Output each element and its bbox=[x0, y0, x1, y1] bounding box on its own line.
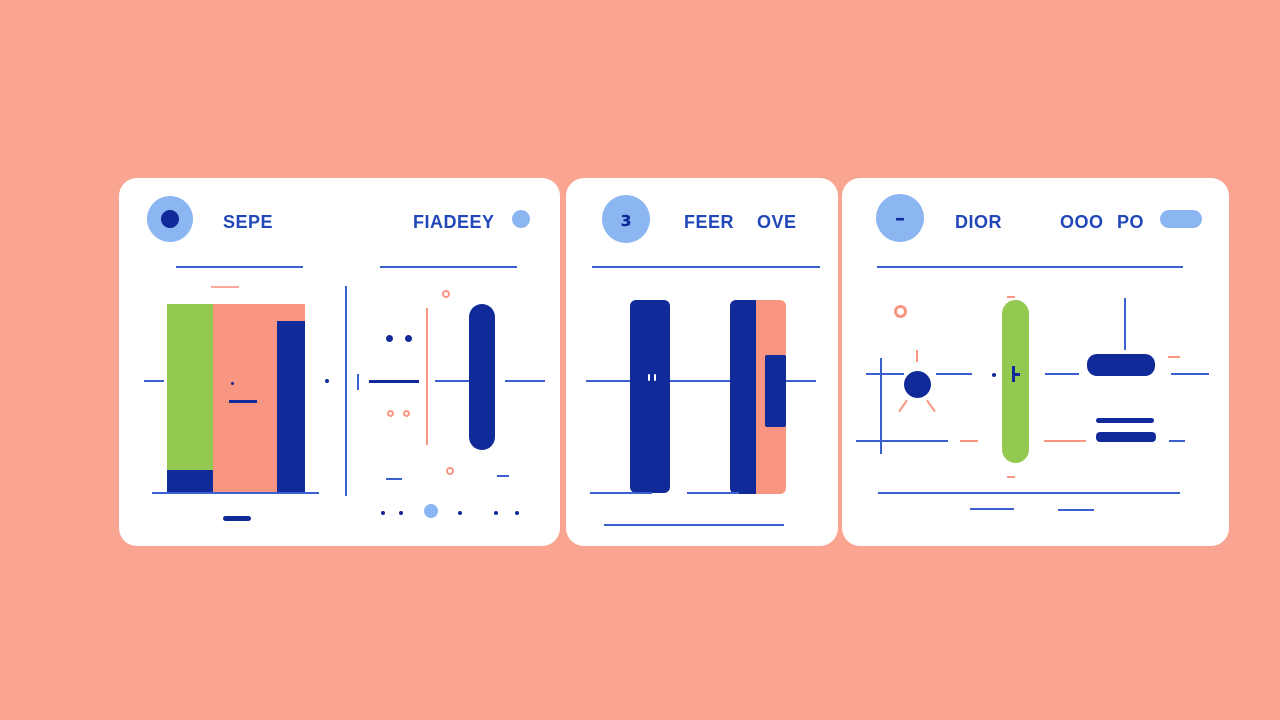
axis-tick bbox=[936, 373, 972, 375]
outline-point bbox=[446, 467, 454, 475]
candle-bar bbox=[469, 304, 495, 450]
axis-line bbox=[880, 358, 882, 454]
card-label-1: DIOR bbox=[955, 212, 1002, 232]
ray bbox=[926, 399, 936, 413]
tick bbox=[1168, 356, 1180, 358]
dot-icon bbox=[161, 210, 179, 228]
ray bbox=[916, 350, 918, 362]
bar-navy bbox=[277, 321, 305, 493]
bar-mark bbox=[1012, 373, 1020, 376]
tick bbox=[1007, 296, 1015, 298]
divider bbox=[176, 266, 303, 268]
avatar[interactable]: – bbox=[876, 194, 924, 242]
axis-line bbox=[586, 380, 816, 382]
axis-line bbox=[1124, 298, 1126, 350]
card-label-3: PO bbox=[1117, 212, 1145, 232]
card-label-2: FIADEEY bbox=[413, 212, 495, 232]
bar-green bbox=[167, 304, 213, 470]
bar-tick bbox=[211, 286, 239, 288]
card-2: ɜ FEER OVE bbox=[566, 178, 838, 546]
footer-line bbox=[970, 508, 1014, 510]
tick bbox=[386, 478, 402, 480]
axis-tick bbox=[505, 380, 545, 382]
baseline bbox=[590, 492, 652, 494]
page-dot[interactable] bbox=[515, 511, 519, 515]
range-mark bbox=[1096, 418, 1154, 423]
divider bbox=[877, 266, 1183, 268]
baseline bbox=[878, 492, 1180, 494]
card-3: – DIOR OOO PO bbox=[842, 178, 1229, 546]
card-label-1: SEPE bbox=[223, 212, 274, 232]
axis-line bbox=[345, 286, 347, 496]
footer-line bbox=[604, 524, 784, 526]
baseline bbox=[152, 492, 319, 494]
axis-dot bbox=[325, 379, 329, 383]
bar-navy-inset bbox=[765, 355, 786, 427]
axis-tick bbox=[357, 374, 359, 390]
page-dot[interactable] bbox=[458, 511, 462, 515]
tick bbox=[960, 440, 978, 442]
page-dot[interactable] bbox=[399, 511, 403, 515]
ray bbox=[898, 399, 908, 413]
bar-navy-base bbox=[167, 470, 213, 493]
avatar[interactable]: ɜ bbox=[602, 195, 650, 243]
card-label-1: FEER bbox=[684, 212, 735, 232]
footer-mark bbox=[223, 516, 251, 521]
axis-line bbox=[856, 440, 948, 442]
card-1: SEPE FIADEEY bbox=[119, 178, 560, 546]
page-dot[interactable] bbox=[381, 511, 385, 515]
bar-navy-overlay bbox=[730, 300, 756, 494]
point bbox=[405, 335, 412, 342]
avatar-glyph: ɜ bbox=[620, 207, 632, 231]
outline-point bbox=[387, 410, 394, 417]
axis-tick bbox=[144, 380, 164, 382]
card-label-2: OOO bbox=[1060, 212, 1104, 232]
tick bbox=[1169, 440, 1185, 442]
page-dot-active[interactable] bbox=[424, 504, 438, 518]
card-label-2: OVE bbox=[757, 212, 797, 232]
bar-navy bbox=[630, 300, 670, 493]
bar-green bbox=[1002, 300, 1029, 463]
tick bbox=[1007, 476, 1015, 478]
tick bbox=[497, 475, 509, 477]
toggle-switch[interactable] bbox=[1160, 210, 1202, 228]
range-bar bbox=[1087, 354, 1155, 376]
bar-dot bbox=[231, 382, 234, 385]
axis-tick bbox=[1045, 373, 1079, 375]
axis-dot bbox=[992, 373, 996, 377]
page-dot[interactable] bbox=[494, 511, 498, 515]
footer-line bbox=[1058, 509, 1094, 511]
outline-point bbox=[442, 290, 450, 298]
axis-tick bbox=[1171, 373, 1209, 375]
outline-point bbox=[894, 305, 907, 318]
axis-tick bbox=[866, 373, 904, 375]
sun-point bbox=[904, 371, 931, 398]
salmon-line bbox=[426, 308, 428, 445]
tick bbox=[1044, 440, 1086, 442]
point bbox=[386, 335, 393, 342]
mark-bar bbox=[369, 380, 419, 383]
outline-point bbox=[403, 410, 410, 417]
avatar-glyph: – bbox=[895, 206, 905, 230]
avatar[interactable] bbox=[147, 196, 193, 242]
divider bbox=[592, 266, 820, 268]
bar-mark bbox=[648, 374, 650, 381]
baseline bbox=[687, 492, 739, 494]
status-dot-icon[interactable] bbox=[512, 210, 530, 228]
range-bar bbox=[1096, 432, 1156, 442]
bar-mark bbox=[654, 374, 656, 381]
divider bbox=[380, 266, 517, 268]
axis-tick bbox=[435, 380, 469, 382]
bar-mark bbox=[229, 400, 257, 403]
